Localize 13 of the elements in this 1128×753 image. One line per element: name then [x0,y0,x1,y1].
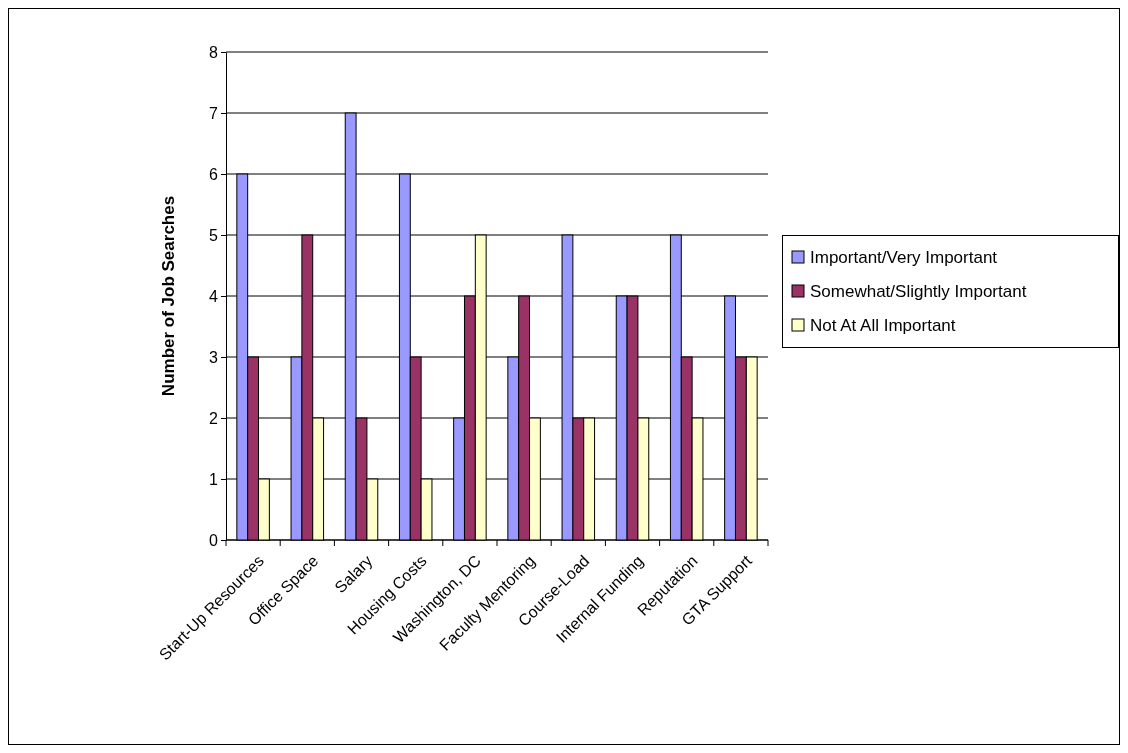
y-tick-label: 1 [209,470,219,488]
legend-label: Important/Very Important [810,247,998,267]
y-tick-label: 8 [209,43,219,61]
y-tick-label: 5 [209,226,219,244]
y-tick-label: 0 [209,531,219,549]
legend-label: Not At All Important [810,315,956,335]
legend-label: Somewhat/Slightly Important [810,281,1027,301]
y-tick-label: 2 [209,409,219,427]
y-tick-label: 4 [209,287,219,305]
y-tick-label: 7 [209,104,219,122]
y-tick-label: 3 [209,348,219,366]
y-tick-label: 6 [209,165,219,183]
y-axis-title: Number of Job Searches [159,195,178,397]
